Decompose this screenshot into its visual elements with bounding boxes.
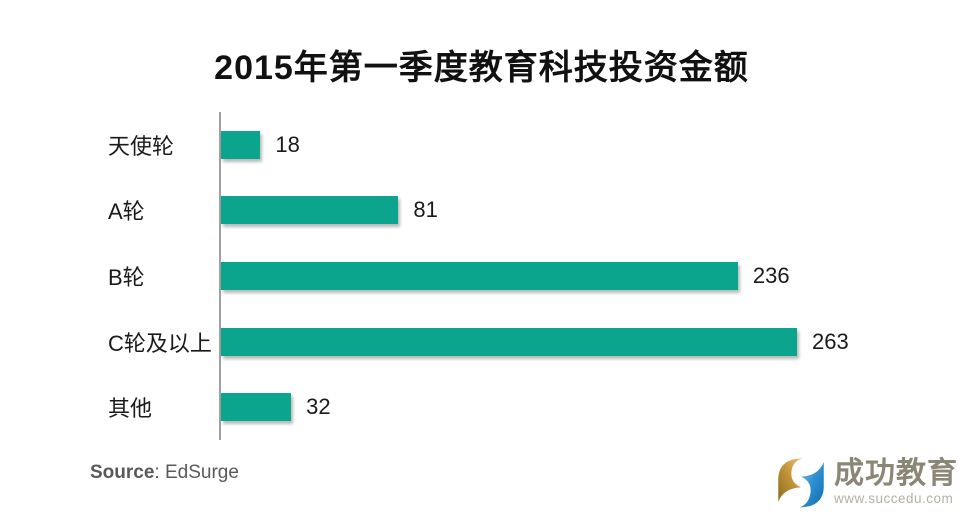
- y-axis-line: [219, 112, 221, 440]
- category-label: B轮: [108, 264, 145, 290]
- value-label: 81: [413, 197, 438, 223]
- brand-monogram-icon: [778, 458, 824, 508]
- value-label: 32: [306, 394, 331, 420]
- value-label: 18: [275, 131, 300, 157]
- category-label: 天使轮: [108, 133, 175, 159]
- category-label: C轮及以上: [108, 330, 212, 356]
- source-caption: Source: EdSurge: [90, 462, 239, 484]
- brand-name: 成功教育: [834, 456, 958, 490]
- value-label: 263: [812, 328, 849, 354]
- chart-row: B轮 236: [105, 243, 865, 309]
- bar: [221, 327, 797, 356]
- chart-row: A轮 81: [105, 178, 865, 244]
- chart-row: 其他 32: [105, 374, 865, 440]
- value-label: 236: [752, 262, 790, 288]
- chart-title: 2015年第一季度教育科技投资金额: [214, 49, 749, 87]
- brand-url: www.succedu.com: [834, 490, 954, 506]
- bar-chart: 天使轮 18 A轮 81 B轮 236 C轮及以上 263 其他 32: [105, 112, 865, 440]
- source-value: : EdSurge: [154, 462, 239, 483]
- bar: [221, 130, 261, 159]
- category-label: A轮: [108, 199, 145, 225]
- category-label: 其他: [108, 396, 153, 422]
- bar: [221, 261, 738, 290]
- bar: [221, 393, 292, 422]
- brand-text: 成功教育 www.succedu.com: [834, 456, 958, 506]
- brand-logo: 成功教育 www.succedu.com: [773, 452, 958, 512]
- chart-row: C轮及以上 263: [105, 309, 865, 375]
- source-label: Source: [90, 462, 155, 483]
- chart-row: 天使轮 18: [105, 112, 865, 178]
- chart-rows: 天使轮 18 A轮 81 B轮 236 C轮及以上 263 其他 32: [105, 112, 865, 440]
- bar: [221, 196, 399, 225]
